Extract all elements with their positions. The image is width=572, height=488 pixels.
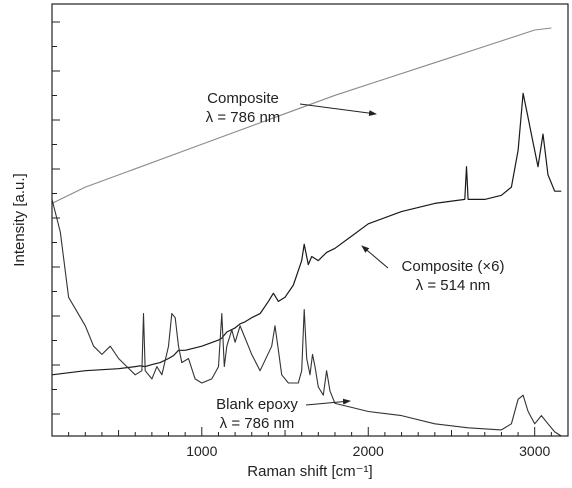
- annotation-text: Blank epoxy: [216, 396, 298, 413]
- x-axis-title: Raman shift [cm⁻¹]: [247, 463, 372, 480]
- annotation-text: Composite: [207, 90, 279, 107]
- x-tick-labels: 1000 2000 3000: [186, 443, 550, 459]
- axis-ticks: [52, 21, 552, 436]
- y-axis-title: Intensity [a.u.]: [11, 173, 28, 266]
- series-line-composite-514: [51, 92, 562, 376]
- annotation-blank-epoxy: Blank epoxy λ = 786 nm: [216, 396, 351, 432]
- plot-frame: [51, 3, 569, 437]
- x-tick-label: 2000: [353, 443, 384, 459]
- annotation-text: λ = 514 nm: [416, 277, 491, 294]
- annotation-composite-514: Composite (×6) λ = 514 nm: [361, 245, 505, 294]
- series-line-blank-epoxy: [51, 199, 562, 437]
- x-tick-label: 3000: [519, 443, 550, 459]
- series-line-composite-786: [51, 27, 552, 204]
- x-tick-label: 1000: [186, 443, 217, 459]
- annotation-composite-786: Composite λ = 786 nm: [206, 90, 377, 126]
- plot-series: [51, 27, 562, 437]
- annotation-text: λ = 786 nm: [206, 109, 281, 126]
- annotation-arrow: [305, 398, 351, 406]
- annotation-arrow: [361, 245, 389, 269]
- annotation-text: Composite (×6): [402, 258, 505, 275]
- annotation-arrow: [299, 103, 377, 117]
- annotation-text: λ = 786 nm: [220, 415, 295, 432]
